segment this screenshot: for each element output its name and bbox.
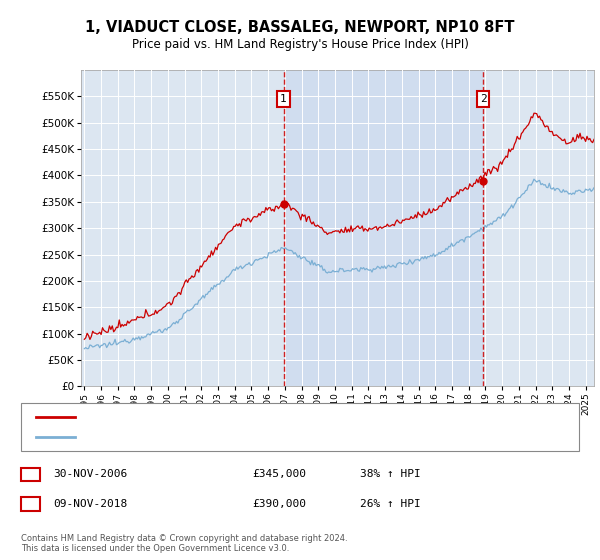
Text: 1: 1 xyxy=(280,94,287,104)
Text: 1: 1 xyxy=(27,469,34,479)
Text: 30-NOV-2006: 30-NOV-2006 xyxy=(53,469,128,479)
Text: 1, VIADUCT CLOSE, BASSALEG, NEWPORT, NP10 8FT (detached house): 1, VIADUCT CLOSE, BASSALEG, NEWPORT, NP1… xyxy=(82,413,454,422)
Text: 26% ↑ HPI: 26% ↑ HPI xyxy=(360,499,421,509)
Text: 1, VIADUCT CLOSE, BASSALEG, NEWPORT, NP10 8FT: 1, VIADUCT CLOSE, BASSALEG, NEWPORT, NP1… xyxy=(85,20,515,35)
Text: HPI: Average price, detached house, Newport: HPI: Average price, detached house, Newp… xyxy=(82,432,340,442)
Text: 09-NOV-2018: 09-NOV-2018 xyxy=(53,499,128,509)
Text: Price paid vs. HM Land Registry's House Price Index (HPI): Price paid vs. HM Land Registry's House … xyxy=(131,38,469,51)
Text: 2: 2 xyxy=(27,499,34,509)
Text: Contains HM Land Registry data © Crown copyright and database right 2024.
This d: Contains HM Land Registry data © Crown c… xyxy=(21,534,347,553)
Text: £345,000: £345,000 xyxy=(252,469,306,479)
Text: £390,000: £390,000 xyxy=(252,499,306,509)
Bar xyxy=(284,70,483,386)
Text: 38% ↑ HPI: 38% ↑ HPI xyxy=(360,469,421,479)
Text: 2: 2 xyxy=(480,94,487,104)
